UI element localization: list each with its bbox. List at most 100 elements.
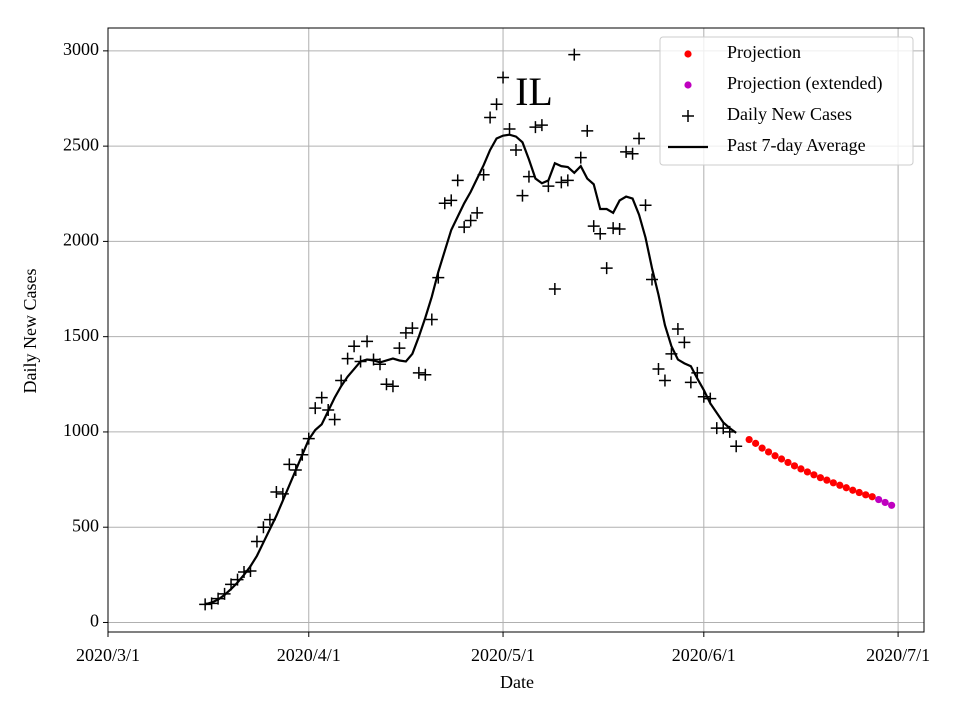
projection-point — [816, 474, 824, 482]
daily-case-marker — [276, 487, 289, 500]
projection-point — [777, 455, 786, 463]
daily-case-marker — [309, 402, 322, 415]
projection-point — [758, 444, 766, 452]
average-line — [204, 133, 737, 606]
daily-case-marker — [613, 223, 626, 236]
daily-case-marker — [393, 342, 406, 355]
daily-case-marker — [464, 214, 477, 227]
legend-symbol — [684, 50, 692, 58]
daily-case-marker — [587, 220, 600, 233]
daily-case-marker — [289, 464, 302, 477]
daily-case-marker — [244, 565, 257, 578]
projection-point — [881, 498, 889, 507]
daily-case-marker — [594, 227, 607, 240]
legend-symbol — [684, 81, 692, 89]
daily-case-marker — [270, 485, 283, 498]
daily-case-marker — [238, 565, 250, 578]
daily-case-marker — [639, 199, 652, 212]
projection-point — [745, 435, 753, 444]
plot-frame — [107, 27, 925, 633]
daily-case-marker — [697, 390, 710, 403]
projection-point — [842, 484, 850, 492]
x-tick-label: 2020/7/1 — [866, 645, 930, 665]
daily-case-marker — [516, 189, 529, 202]
daily-case-marker — [250, 535, 263, 548]
daily-case-marker — [561, 174, 574, 187]
daily-case-marker — [477, 168, 490, 181]
daily-case-marker — [529, 121, 542, 134]
daily-case-marker — [484, 111, 497, 124]
legend-symbol — [682, 110, 694, 122]
y-axis-label: Daily New Cases — [20, 269, 40, 394]
daily-case-marker — [555, 176, 568, 189]
daily-case-marker — [205, 597, 218, 610]
daily-case-marker — [497, 71, 510, 84]
daily-case-marker — [361, 335, 374, 348]
projection-point — [868, 493, 876, 501]
daily-case-marker — [471, 206, 484, 219]
projection-point — [836, 481, 844, 489]
projection-point — [888, 501, 896, 509]
daily-case-marker — [510, 143, 522, 156]
daily-case-marker — [348, 340, 361, 353]
daily-case-marker — [199, 598, 212, 611]
daily-case-marker — [581, 124, 594, 137]
daily-case-marker — [626, 147, 639, 160]
x-tick-label: 2020/4/1 — [277, 645, 341, 665]
x-tick-label: 2020/5/1 — [471, 645, 535, 665]
daily-case-marker — [522, 170, 535, 183]
projection-point — [849, 486, 857, 494]
projection-point — [790, 462, 799, 470]
legend-label: Daily New Cases — [727, 104, 852, 124]
daily-case-marker — [620, 145, 633, 158]
daily-case-marker — [412, 366, 425, 379]
daily-case-marker — [328, 413, 341, 426]
daily-case-marker — [445, 194, 458, 207]
daily-case-marker — [678, 336, 691, 349]
y-tick-label: 2000 — [63, 230, 99, 250]
daily-case-marker — [542, 180, 555, 193]
y-tick-label: 0 — [90, 611, 99, 631]
daily-case-marker — [218, 587, 231, 600]
daily-case-marker — [684, 376, 697, 389]
daily-case-marker — [296, 448, 309, 461]
y-tick-label: 1000 — [63, 420, 99, 440]
daily-case-marker — [574, 151, 587, 164]
daily-case-marker — [335, 374, 348, 387]
daily-case-marker — [257, 521, 270, 534]
daily-case-marker — [425, 313, 438, 326]
projection-point — [875, 495, 883, 504]
daily-case-marker — [730, 440, 743, 453]
projection-point — [752, 439, 760, 447]
daily-case-marker — [658, 374, 671, 387]
daily-case-marker — [652, 363, 665, 376]
x-tick-label: 2020/6/1 — [672, 645, 736, 665]
y-tick-label: 500 — [72, 515, 99, 535]
y-tick-label: 3000 — [63, 39, 99, 59]
daily-case-marker — [671, 323, 684, 336]
daily-case-marker — [665, 347, 678, 360]
daily-case-marker — [704, 392, 717, 405]
daily-case-marker — [386, 380, 399, 393]
daily-case-marker — [322, 404, 335, 417]
daily-case-marker — [568, 48, 581, 61]
x-axis-label: Date — [500, 672, 534, 692]
legend-label: Projection (extended) — [727, 73, 882, 94]
daily-case-marker — [633, 132, 646, 145]
daily-case-marker — [374, 358, 386, 371]
daily-case-marker — [231, 573, 244, 586]
daily-case-marker — [302, 432, 315, 445]
projection-point — [855, 488, 863, 497]
daily-case-marker — [380, 378, 393, 391]
daily-case-marker — [419, 368, 432, 381]
daily-case-marker — [451, 174, 464, 187]
legend-box — [659, 36, 914, 166]
daily-case-marker — [717, 422, 730, 435]
daily-case-marker — [438, 197, 451, 210]
projection-point — [797, 465, 805, 473]
y-tick-label: 1500 — [63, 325, 99, 345]
daily-case-marker — [212, 592, 225, 605]
daily-case-marker — [723, 425, 736, 438]
daily-case-marker — [225, 578, 238, 591]
